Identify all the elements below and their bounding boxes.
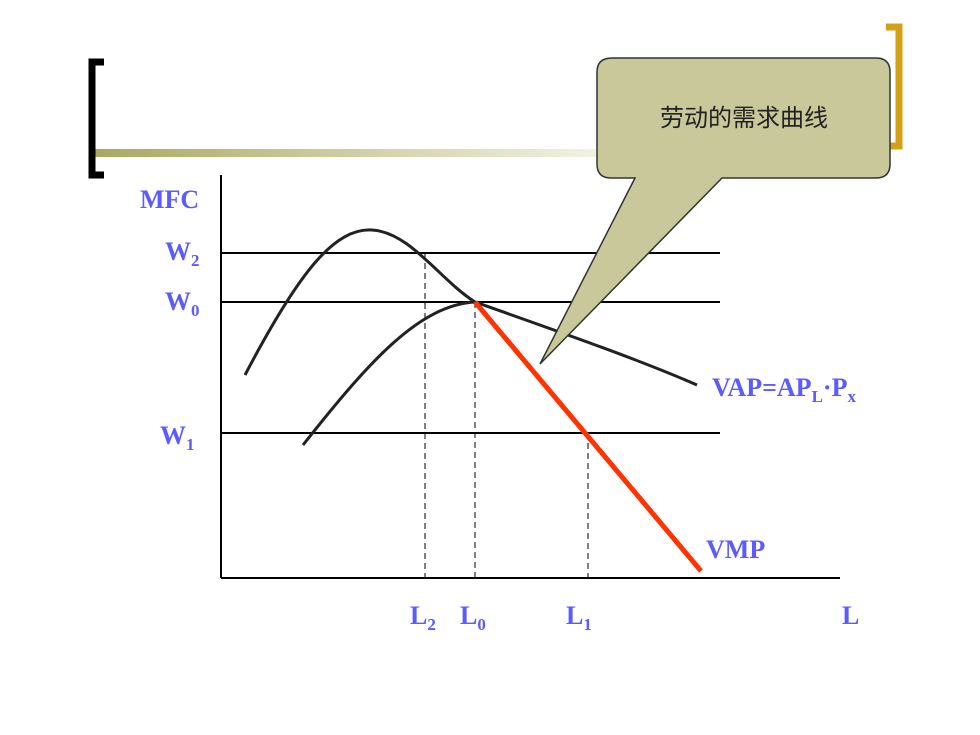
y-label: W1 bbox=[160, 421, 195, 454]
vmp-line bbox=[473, 300, 703, 573]
vap-label: VAP=APL·Px bbox=[712, 373, 856, 406]
left-bracket bbox=[88, 58, 104, 179]
callout bbox=[539, 57, 891, 365]
x-label: L1 bbox=[566, 601, 592, 634]
x-label: L2 bbox=[410, 601, 436, 634]
callout-text: 劳动的需求曲线 bbox=[660, 104, 828, 132]
y-label: W2 bbox=[165, 237, 200, 270]
vap-curve bbox=[243, 228, 698, 387]
vmp-label: VMP bbox=[706, 535, 765, 564]
y-axis-label: MFC bbox=[140, 185, 199, 214]
x-axis-label: L bbox=[842, 601, 859, 630]
right-bracket bbox=[886, 23, 903, 150]
header-bar bbox=[90, 149, 610, 157]
vmp-curve bbox=[301, 300, 476, 446]
y-label: W0 bbox=[165, 287, 200, 320]
x-label: L0 bbox=[460, 601, 486, 634]
